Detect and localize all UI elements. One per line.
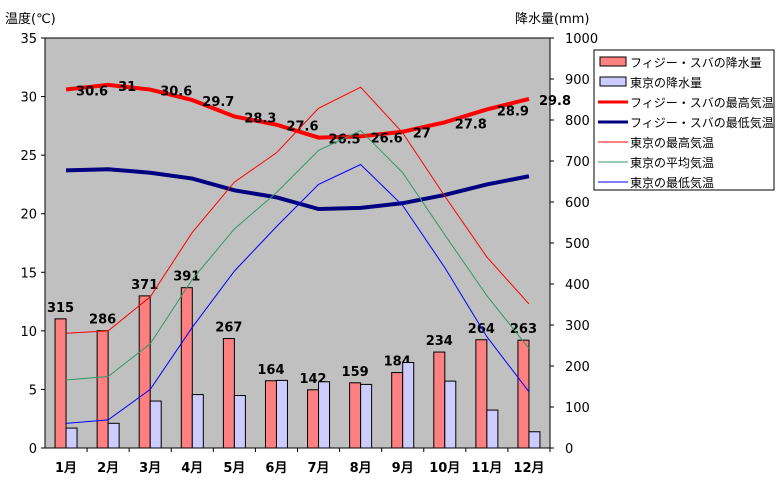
legend-label: フィジー・スバの最高気温 bbox=[630, 95, 774, 110]
legend-label: フィジー・スバの降水量 bbox=[630, 56, 762, 70]
precip-bar bbox=[233, 395, 246, 449]
line-data-label: 27.6 bbox=[286, 120, 318, 135]
legend-swatch bbox=[599, 56, 627, 67]
precip-bar bbox=[444, 380, 457, 449]
y-right-tick-label: 1000 bbox=[565, 32, 598, 47]
line-data-label: 30.6 bbox=[76, 85, 108, 100]
precip-bar bbox=[65, 427, 78, 449]
y-right-tick-label: 900 bbox=[565, 73, 590, 88]
x-tick-label: 1月 bbox=[55, 461, 77, 476]
legend-label: 東京の平均気温 bbox=[630, 155, 714, 170]
y-right-tick-label: 400 bbox=[565, 278, 590, 293]
legend bbox=[593, 49, 775, 191]
line-data-label: 31 bbox=[118, 80, 136, 95]
precip-bar bbox=[149, 400, 162, 449]
bar-data-label: 264 bbox=[468, 322, 495, 337]
y-right-tick-label: 600 bbox=[565, 196, 590, 211]
line-data-label: 29.8 bbox=[539, 94, 571, 109]
bar-data-label: 315 bbox=[47, 301, 74, 316]
legend-label: 東京の最低気温 bbox=[630, 175, 714, 190]
line-data-label: 28.9 bbox=[497, 104, 529, 119]
temperature-line bbox=[65, 167, 530, 212]
y-left-tick-label: 10 bbox=[20, 325, 37, 340]
x-tick-label: 3月 bbox=[139, 461, 161, 476]
precip-bar bbox=[222, 338, 235, 449]
x-tick-label: 9月 bbox=[392, 461, 414, 476]
bar-data-label: 371 bbox=[131, 278, 158, 293]
x-tick-label: 4月 bbox=[181, 461, 203, 476]
temperature-line bbox=[66, 129, 530, 381]
precip-bar bbox=[517, 339, 530, 449]
precip-bar bbox=[475, 339, 488, 449]
y-left-tick-label: 5 bbox=[29, 383, 37, 398]
y-right-tick-label: 300 bbox=[565, 319, 590, 334]
y-left-tick-label: 25 bbox=[20, 149, 37, 164]
bar-data-label: 234 bbox=[426, 334, 453, 349]
y-right-tick-label: 200 bbox=[565, 360, 590, 375]
x-tick-label: 7月 bbox=[308, 461, 330, 476]
precip-bar bbox=[180, 287, 193, 449]
precip-bar bbox=[349, 382, 362, 449]
precip-bar bbox=[307, 389, 320, 449]
temperature-line bbox=[66, 163, 530, 424]
bar-data-label: 159 bbox=[342, 365, 369, 380]
x-tick-label: 12月 bbox=[513, 461, 544, 476]
plot-area bbox=[44, 37, 551, 449]
y-right-tick-label: 100 bbox=[565, 401, 590, 416]
temperature-line bbox=[66, 86, 530, 334]
x-tick-label: 10月 bbox=[429, 461, 460, 476]
precip-bar bbox=[275, 379, 288, 449]
precip-bar bbox=[264, 380, 277, 449]
y-right-tick-label: 700 bbox=[565, 155, 590, 170]
y-right-tick-label: 0 bbox=[565, 442, 573, 457]
precip-bar bbox=[402, 362, 415, 449]
x-tick-label: 8月 bbox=[350, 461, 372, 476]
line-data-label: 27 bbox=[413, 127, 431, 142]
line-data-label: 30.6 bbox=[160, 85, 192, 100]
y-left-tick-label: 30 bbox=[20, 91, 37, 106]
legend-label: フィジー・スバの最低気温 bbox=[630, 115, 774, 130]
precip-bar bbox=[96, 330, 109, 449]
precip-bar bbox=[528, 431, 541, 449]
bar-data-label: 391 bbox=[173, 270, 200, 285]
legend-label: 東京の降水量 bbox=[630, 76, 702, 90]
x-tick-label: 2月 bbox=[97, 461, 119, 476]
precip-bar bbox=[433, 351, 446, 449]
y-left-tick-label: 15 bbox=[20, 266, 37, 281]
legend-label: 東京の最高気温 bbox=[630, 135, 714, 150]
precip-bar bbox=[107, 422, 120, 449]
line-data-label: 26.6 bbox=[371, 131, 403, 146]
bar-data-label: 164 bbox=[257, 363, 284, 378]
precip-bar bbox=[191, 394, 204, 449]
x-tick-label: 6月 bbox=[265, 461, 287, 476]
line-data-label: 27.8 bbox=[455, 117, 487, 132]
y-left-tick-label: 20 bbox=[20, 208, 37, 223]
line-data-label: 28.3 bbox=[244, 111, 276, 126]
precip-bar bbox=[54, 318, 67, 449]
precip-bar bbox=[138, 295, 151, 449]
y-right-tick-label: 500 bbox=[565, 237, 590, 252]
x-tick-label: 5月 bbox=[223, 461, 245, 476]
line-data-label: 26.5 bbox=[329, 133, 361, 148]
precip-bar bbox=[318, 381, 331, 449]
y-right-tick-label: 800 bbox=[565, 114, 590, 129]
y-left-tick-label: 35 bbox=[20, 32, 37, 47]
bar-data-label: 267 bbox=[215, 321, 242, 336]
bar-data-label: 286 bbox=[89, 313, 116, 328]
y-right-label: 降水量(mm) bbox=[515, 12, 589, 27]
precip-bar bbox=[360, 383, 373, 449]
x-tick-label: 11月 bbox=[471, 461, 502, 476]
y-left-label: 温度(℃) bbox=[5, 11, 56, 27]
precip-bar bbox=[486, 409, 499, 449]
line-data-label: 29.7 bbox=[202, 95, 234, 110]
precip-bar bbox=[391, 372, 404, 449]
legend-swatch bbox=[599, 76, 627, 87]
y-left-tick-label: 0 bbox=[29, 442, 37, 457]
